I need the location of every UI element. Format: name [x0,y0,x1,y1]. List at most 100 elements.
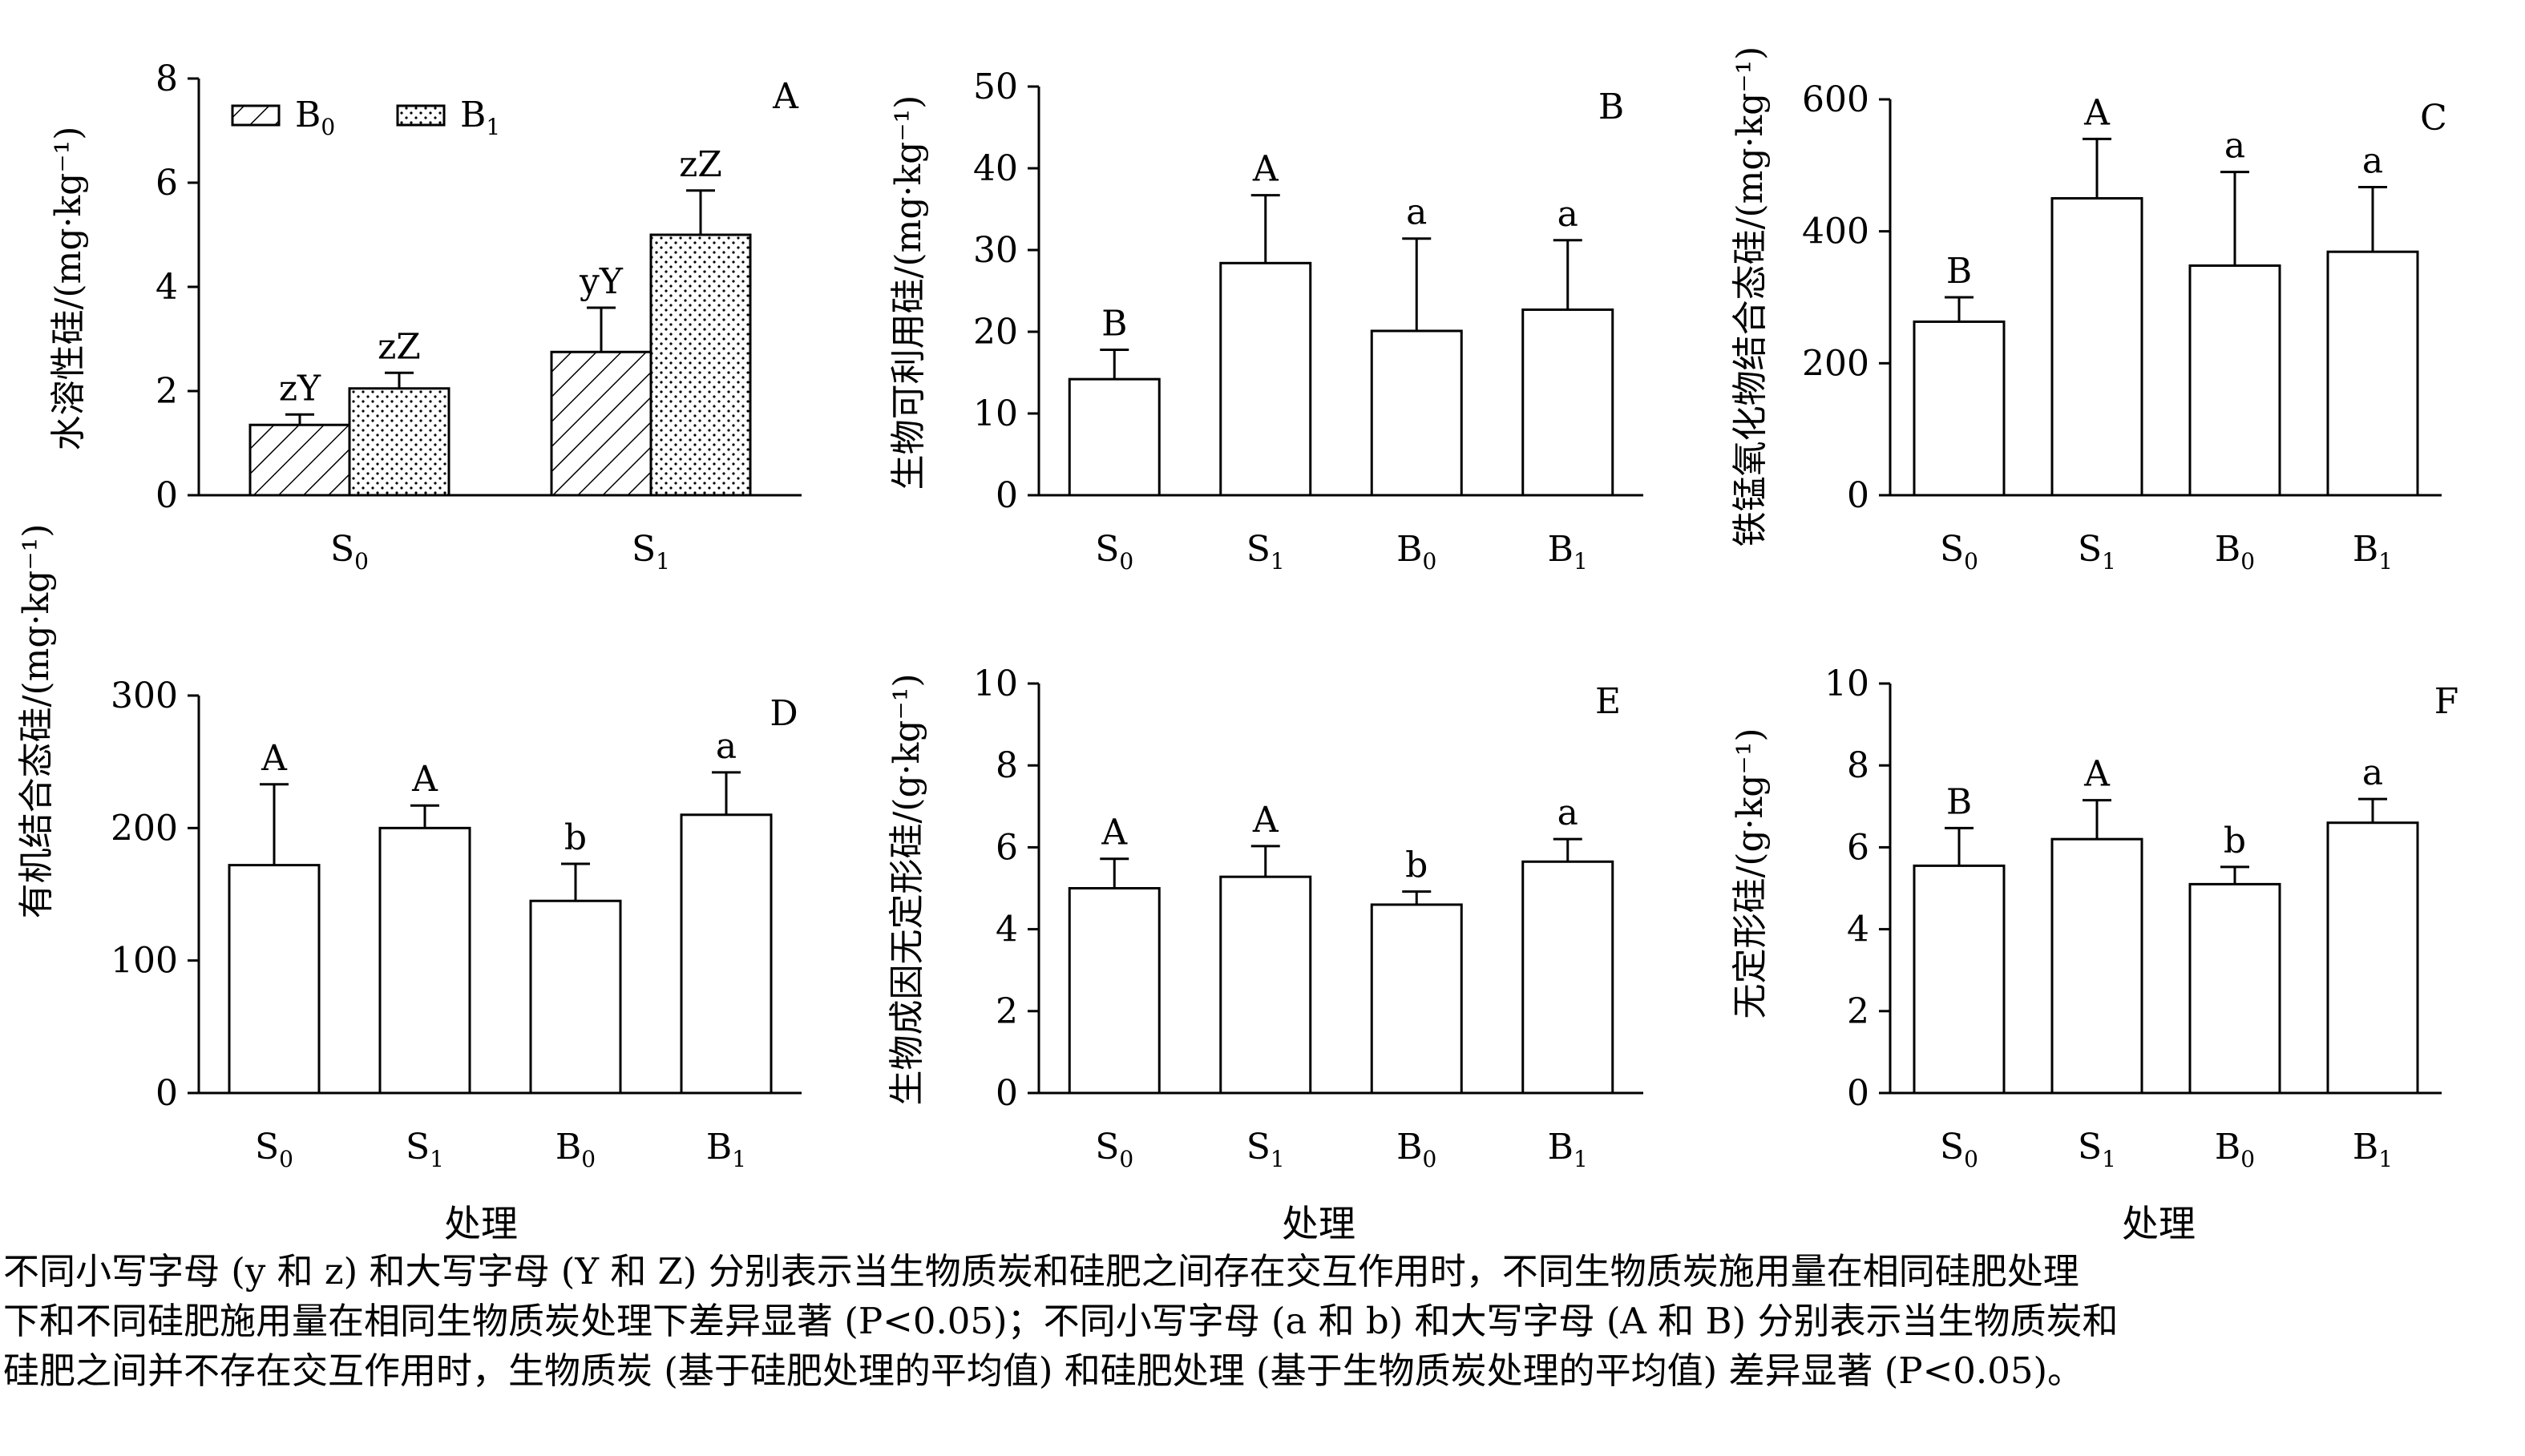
panel-C-significance-label: B [1946,251,1972,292]
panel-A-ylabel: 水溶性硅/(mg·kg⁻¹) [48,127,89,451]
caption-line-1: 不同小写字母 (y 和 z) 和大写字母 (Y 和 Z) 分别表示当生物质炭和硅… [3,1250,2079,1293]
panel-E-significance-label: A [1252,800,1279,841]
panel-B-ytick-label: 0 [996,475,1018,516]
panel-C-category-label: B0 [2215,529,2255,575]
panel-F-ytick-label: 10 [1824,663,1869,704]
panel-F-letter: F [2434,681,2459,722]
panel-C-bar-3 [2326,250,2419,497]
figure-caption: 不同小写字母 (y 和 z) 和大写字母 (Y 和 Z) 分别表示当生物质炭和硅… [3,1247,2520,1396]
panel-D-xlabel: 处理 [444,1202,518,1245]
panel-E-bar-2 [1370,903,1463,1095]
panel-F-bar-2 [2188,882,2281,1095]
panel-A-legend: B0 B1 [231,95,500,140]
panel-B-category-label: S1 [1246,529,1285,575]
panel-A-bar-B0-0 [248,423,351,497]
panel-E-bar-3 [1521,860,1614,1095]
panel-F-bar-1 [2050,837,2143,1095]
panel-D-bar-3 [680,813,773,1095]
panel-F-ytick-label: 0 [1847,1073,1869,1114]
panel-E-ylabel: 生物成因无定形硅/(g·kg⁻¹) [887,674,927,1106]
panel-F-significance-label: b [2224,821,2246,861]
panel-A-ytick-label: 6 [156,163,178,204]
panel-B-bar-0 [1068,377,1161,497]
panel-D-significance-label: A [411,759,438,800]
panel-B-bar-3 [1521,308,1614,497]
panel-B-ytick-label: 40 [973,148,1018,189]
panel-B-ylabel: 生物可利用硅/(mg·kg⁻¹) [888,95,929,490]
panel-E-ytick-label: 6 [996,827,1018,868]
panel-D-significance-label: a [716,726,737,767]
panel-B-letter: B [1598,87,1624,127]
panel-E-bar-1 [1219,875,1312,1095]
legend-label-0: B0 [295,95,335,140]
panel-B-ytick-label: 50 [973,67,1018,107]
panel-D-ytick-label: 200 [111,808,178,849]
panel-E-ytick-label: 8 [996,745,1018,786]
panel-B-ytick-label: 30 [973,230,1018,271]
panel-E-ytick-label: 2 [996,991,1018,1032]
panel-D-ytick-label: 300 [111,676,178,716]
panel-E-significance-label: a [1557,793,1578,833]
panel-A-significance-label: zY [279,368,321,409]
panel-F-category-label: B1 [2353,1127,2393,1172]
panel-D-letter: D [770,693,798,734]
chart-panel-C: 0 200 400 600 铁锰氧化物结合态硅/(mg·kg⁻¹) C B S0 A S1 a B0 a… [1730,46,2447,575]
panel-A-bar-B0-1 [550,350,652,497]
panel-B-ytick-label: 20 [973,312,1018,353]
panel-F-category-label: B0 [2215,1127,2255,1172]
panel-C-ytick-label: 0 [1847,475,1869,516]
panel-E-category-label: B1 [1548,1127,1588,1172]
panel-E-category-label: S1 [1246,1127,1285,1172]
panel-F-ytick-label: 4 [1847,909,1869,950]
panel-A-category-label: S0 [330,529,369,575]
panel-E-significance-label: b [1405,845,1428,886]
panel-E-letter: E [1595,681,1621,722]
panel-C-significance-label: a [2224,126,2245,167]
panel-D-ytick-label: 100 [111,941,178,982]
panel-A-ytick-label: 4 [156,267,178,308]
panel-A-significance-label: zZ [378,326,421,367]
panel-F-ytick-label: 6 [1847,827,1869,868]
panel-E-ytick-label: 4 [996,909,1018,950]
panel-D-category-label: B0 [556,1127,596,1172]
panel-B-category-label: S0 [1095,529,1133,575]
panel-C-bar-1 [2050,197,2143,497]
panel-A-bar-B1-1 [649,233,752,497]
panel-F-xlabel: 处理 [2122,1202,2196,1245]
panel-F-bar-0 [1913,864,2006,1095]
panel-B-significance-label: A [1252,149,1279,190]
panel-B-significance-label: B [1101,303,1127,344]
panel-A-significance-label: zZ [679,144,722,185]
panel-E-xlabel: 处理 [1282,1202,1355,1245]
caption-line-2: 下和不同硅肥施用量在相同生物质炭处理下差异显著 (P<0.05)；不同小写字母 … [3,1300,2119,1342]
panel-C-category-label: S1 [2078,529,2116,575]
panel-B-significance-label: a [1406,192,1427,233]
panel-E-category-label: B0 [1396,1127,1436,1172]
panel-B-ytick-label: 10 [973,393,1018,434]
caption-line-3: 硅肥之间并不存在交互作用时，生物质炭 (基于硅肥处理的平均值) 和硅肥处理 (基… [3,1349,2084,1392]
panel-D-bar-0 [228,864,321,1095]
panel-F-ytick-label: 8 [1847,745,1869,786]
panel-D-ylabel: 有机结合态硅/(mg·kg⁻¹) [16,524,57,919]
chart-panel-D: 0 100 200 300 有机结合态硅/(mg·kg⁻¹) D 处理 A S0 A S1 b B0 a B… [16,524,802,1245]
panel-C-ytick-label: 600 [1802,79,1869,120]
panel-A-letter: A [772,76,799,117]
panel-B-significance-label: a [1557,194,1578,235]
panel-C-category-label: B1 [2353,529,2393,575]
panel-D-bar-1 [378,826,471,1095]
panel-A-ytick-label: 8 [156,58,178,99]
panel-F-ytick-label: 2 [1847,991,1869,1032]
chart-panel-A: 0 2 4 6 8 水溶性硅/(mg·kg⁻¹) AzY zZ S0 yY zZ S1 B0 B1 [48,58,802,575]
panel-D-ytick-label: 0 [156,1073,178,1114]
panel-E-ytick-label: 0 [996,1073,1018,1114]
panel-A-category-label: S1 [632,529,670,575]
panel-D-category-label: S1 [406,1127,444,1172]
panel-F-ylabel: 无定形硅/(g·kg⁻¹) [1730,728,1771,1019]
panel-E-bar-0 [1068,887,1161,1095]
panel-F-category-label: S1 [2078,1127,2116,1172]
panel-C-bar-0 [1913,320,2006,497]
panel-B-bar-1 [1219,261,1312,497]
panel-F-significance-label: B [1946,781,1972,822]
chart-panel-B: 0 10 20 30 40 50 生物可利用硅/(mg·kg⁻¹) B B S0 A S1 a B0 a B1 [888,67,1643,575]
